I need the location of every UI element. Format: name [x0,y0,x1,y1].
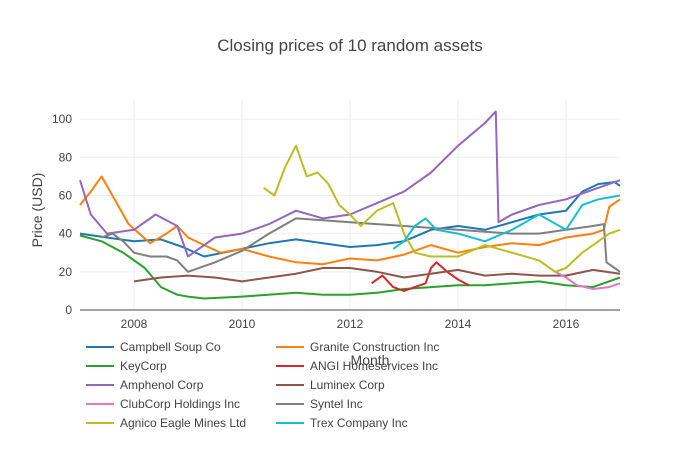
legend-item-trex-company-inc[interactable]: Trex Company Inc [276,416,408,430]
legend-item-keycorp[interactable]: KeyCorp [86,359,167,373]
chart-title: Closing prices of 10 random assets [217,36,483,55]
series-line-angi-homeservices-inc [371,261,470,292]
series-line-granite-construction-inc [79,175,621,266]
legend-label: ANGI Homeservices Inc [310,359,438,373]
x-axis-label: Month [351,352,390,368]
axes: 0 20 40 60 80 100 2008 2010 2012 2014 2016 [52,112,620,331]
series-line-campbell-soup-co [79,181,621,258]
legend-label: Agnico Eagle Mines Ltd [120,416,246,430]
legend-label: Campbell Soup Co [120,340,221,354]
x-tick-label: 2014 [445,317,472,331]
series-line-syntel-inc [101,217,621,273]
legend-label: Luminex Corp [310,378,385,392]
series-line-keycorp [79,234,621,300]
legend-label: KeyCorp [120,359,167,373]
legend: Campbell Soup Co Granite Construction Inc… [86,340,439,430]
legend-label: Granite Construction Inc [310,340,439,354]
y-tick-label: 0 [65,303,72,317]
legend-item-syntel-inc[interactable]: Syntel Inc [276,397,363,411]
y-tick-label: 80 [59,150,73,164]
legend-item-clubcorp-holdings-inc[interactable]: ClubCorp Holdings Inc [86,397,240,411]
legend-label: ClubCorp Holdings Inc [120,397,240,411]
legend-item-campbell-soup-co[interactable]: Campbell Soup Co [86,340,221,354]
x-tick-label: 2010 [229,317,256,331]
y-tick-label: 100 [52,112,72,126]
legend-item-agnico-eagle-mines-ltd[interactable]: Agnico Eagle Mines Ltd [86,416,246,430]
x-tick-label: 2016 [553,317,580,331]
series-line-agnico-eagle-mines-ltd [263,144,621,273]
legend-label: Syntel Inc [310,397,363,411]
legend-label: Amphenol Corp [120,378,204,392]
y-axis-label: Price (USD) [29,173,45,248]
y-tick-label: 60 [59,188,73,202]
series-line-trex-company-inc [392,194,621,250]
gridlines [80,100,620,311]
series-line-luminex-corp [133,267,621,283]
x-tick-label: 2012 [337,317,364,331]
series-lines [79,110,621,300]
series-line-clubcorp-holdings-inc [554,270,621,290]
legend-item-granite-construction-inc[interactable]: Granite Construction Inc [276,340,439,354]
y-tick-label: 20 [59,265,73,279]
legend-item-angi-homeservices-inc[interactable]: ANGI Homeservices Inc [276,359,438,373]
legend-item-amphenol-corp[interactable]: Amphenol Corp [86,378,204,392]
x-tick-label: 2008 [121,317,148,331]
legend-label: Trex Company Inc [310,416,408,430]
legend-item-luminex-corp[interactable]: Luminex Corp [276,378,385,392]
y-tick-label: 40 [59,227,73,241]
